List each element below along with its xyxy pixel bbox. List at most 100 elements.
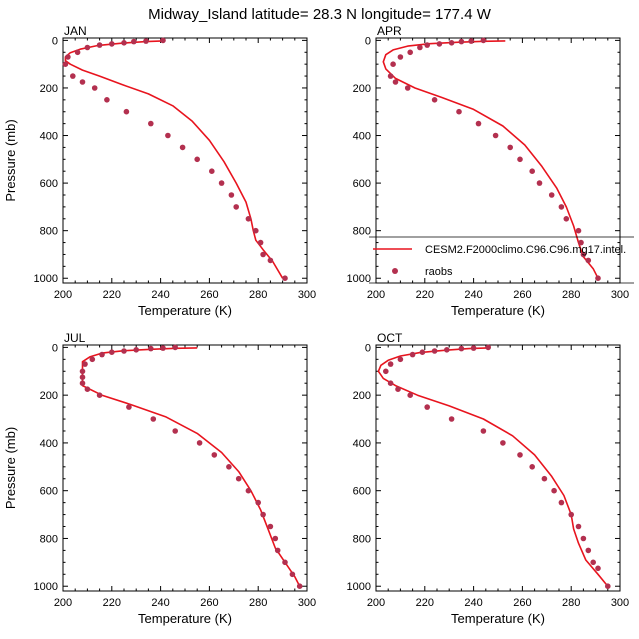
panel-month-label: APR <box>377 24 402 38</box>
panels: 200 220 240 260 280 300 0 200 400 600 800 1000 Tempe… <box>3 24 629 626</box>
raobs-point <box>397 54 404 60</box>
raobs-point <box>431 97 438 103</box>
raobs-point <box>395 386 401 393</box>
raobs-point <box>65 54 71 60</box>
raobs-point <box>605 583 611 589</box>
raobs-point <box>500 440 506 446</box>
raobs-point <box>296 583 303 589</box>
raobs-point <box>257 239 264 246</box>
y-tick-label: 200 <box>40 390 58 402</box>
raobs-point <box>590 559 596 566</box>
raobs-point <box>383 368 389 375</box>
raobs-point <box>274 547 281 554</box>
raobs-point <box>444 347 450 353</box>
x-tick-label: 200 <box>367 597 385 609</box>
x-tick-label: 200 <box>54 597 72 609</box>
raobs-point <box>417 44 423 51</box>
x-tick-label: 260 <box>513 289 531 301</box>
raobs-point <box>448 416 455 422</box>
raobs-point <box>492 132 499 139</box>
x-axis-title: Temperature (K) <box>451 303 545 318</box>
raobs-point <box>480 37 487 44</box>
x-tick-label: 260 <box>513 597 531 609</box>
raobs-point <box>558 204 565 210</box>
raobs-point <box>387 73 394 79</box>
raobs-point <box>485 344 492 351</box>
y-axis-title: Pressure (mb) <box>3 427 18 509</box>
plot-frame <box>62 344 308 592</box>
raobs-point <box>475 120 482 127</box>
y-tick-label: 200 <box>353 83 371 95</box>
x-tick-label: 280 <box>562 289 580 301</box>
raobs-point <box>89 356 96 363</box>
raobs-point <box>458 38 465 45</box>
x-tick-label: 240 <box>464 289 482 301</box>
raobs-point <box>79 380 86 387</box>
raobs-point <box>82 361 88 367</box>
y-tick-label: 1000 <box>347 273 371 285</box>
x-tick-label: 300 <box>298 597 316 609</box>
x-tick-label: 280 <box>562 597 580 609</box>
raobs-point <box>387 380 394 387</box>
y-tick-label: 1000 <box>34 273 58 285</box>
raobs-point <box>404 85 411 91</box>
raobs-point <box>96 392 103 399</box>
y-tick-label: 600 <box>353 178 371 190</box>
x-axis-title: Temperature (K) <box>138 611 232 626</box>
y-tick-label: 1000 <box>347 581 371 593</box>
raobs-point <box>235 475 242 482</box>
y-tick-label: 0 <box>365 35 371 47</box>
y-tick-label: 800 <box>353 533 371 545</box>
y-tick-label: 400 <box>40 131 58 143</box>
y-tick-label: 400 <box>353 131 371 143</box>
raobs-point <box>397 356 404 363</box>
y-tick-label: 400 <box>40 438 58 450</box>
x-tick-label: 220 <box>103 289 121 301</box>
raobs-point <box>536 180 543 186</box>
raobs-point <box>407 392 414 399</box>
raobs-point <box>121 40 127 46</box>
raobs-point <box>253 227 259 234</box>
raobs-point <box>79 79 86 85</box>
raobs-point <box>595 275 601 282</box>
y-tick-label: 800 <box>40 226 58 238</box>
raobs-point <box>179 144 186 151</box>
x-tick-label: 280 <box>249 597 267 609</box>
legend-obs-label: raobs <box>425 266 453 278</box>
raobs-point <box>131 38 137 45</box>
raobs-point <box>575 227 582 234</box>
x-tick-label: 300 <box>611 289 629 301</box>
x-tick-label: 280 <box>249 289 267 301</box>
raobs-point <box>558 499 565 506</box>
raobs-point <box>209 168 215 174</box>
raobs-point <box>109 349 115 356</box>
raobs-point <box>468 38 475 44</box>
raobs-point <box>245 487 252 494</box>
y-tick-label: 600 <box>40 178 58 190</box>
plot-frame <box>62 37 308 284</box>
raobs-point <box>578 239 584 246</box>
raobs-point <box>551 487 557 494</box>
raobs-point <box>436 41 443 47</box>
raobs-point <box>79 368 86 375</box>
raobs-point <box>260 511 266 518</box>
raobs-point <box>165 132 171 139</box>
raobs-point <box>387 361 394 367</box>
raobs-point <box>585 257 592 264</box>
raobs-point <box>91 85 98 91</box>
model-profile-line <box>382 40 599 279</box>
y-tick-label: 600 <box>353 486 371 498</box>
raobs-point <box>160 37 166 44</box>
x-axis-title: Temperature (K) <box>138 303 232 318</box>
raobs-point <box>148 345 154 352</box>
raobs-point <box>123 108 130 115</box>
legend: CESM2.F2000climo.C96.C96.mg17.intel. rao… <box>369 236 634 284</box>
raobs-point <box>585 547 592 554</box>
model-profile-line <box>64 40 284 279</box>
raobs-point <box>431 348 438 354</box>
y-tick-label: 1000 <box>34 581 58 593</box>
y-tick-label: 200 <box>40 83 58 95</box>
raobs-point <box>480 428 487 434</box>
raobs-point <box>517 156 523 163</box>
